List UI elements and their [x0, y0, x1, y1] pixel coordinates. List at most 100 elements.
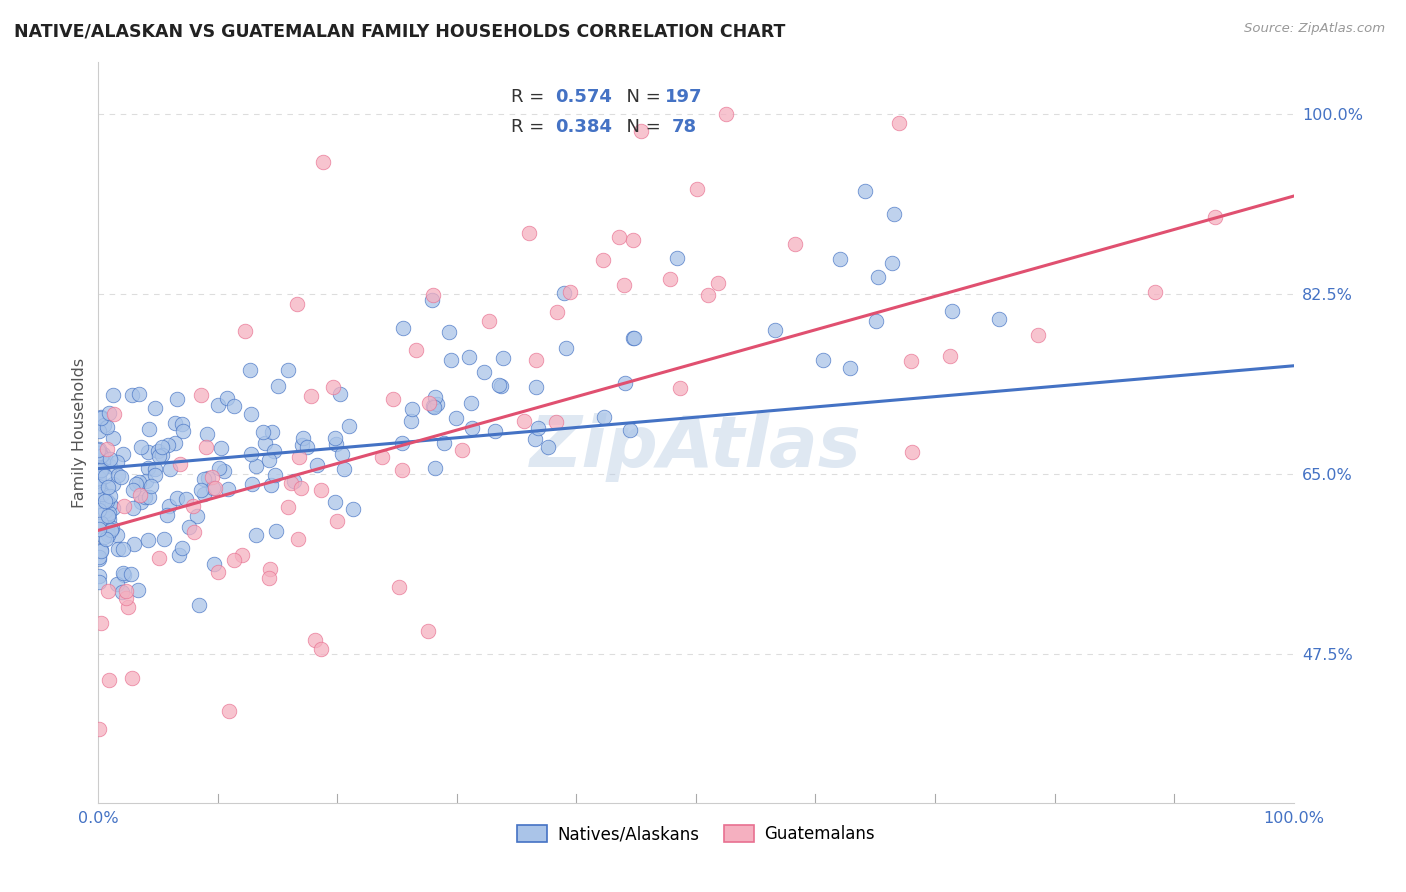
Point — [89, 722, 111, 736]
Point — [209, 442, 232, 456]
Point — [311, 483, 333, 498]
Point — [90, 409, 112, 424]
Point — [98, 451, 121, 466]
Point — [107, 527, 129, 541]
Point — [98, 511, 121, 525]
Point — [233, 324, 256, 338]
Point — [148, 449, 170, 463]
Point — [492, 351, 515, 365]
Point — [371, 450, 394, 465]
Point — [323, 495, 346, 509]
Point — [174, 492, 197, 507]
Point — [93, 451, 115, 466]
Point — [484, 424, 506, 438]
Point — [267, 378, 290, 392]
Point — [291, 431, 314, 445]
Point — [425, 461, 447, 475]
Point — [89, 464, 111, 478]
Point — [322, 380, 344, 394]
Point — [183, 525, 205, 540]
Point — [90, 463, 112, 477]
Point — [201, 470, 224, 484]
Point — [87, 522, 110, 536]
Point — [245, 458, 267, 473]
Point — [218, 704, 240, 718]
Point — [513, 413, 536, 427]
Point — [115, 591, 138, 605]
Point — [613, 376, 636, 390]
Point — [96, 442, 118, 457]
Point — [166, 392, 188, 406]
Point — [98, 497, 121, 511]
Point — [838, 361, 860, 376]
Point — [87, 475, 110, 489]
Point — [157, 499, 180, 513]
Point — [90, 516, 112, 530]
Point — [853, 184, 876, 198]
Point — [287, 532, 309, 546]
Point — [90, 543, 112, 558]
Point — [129, 440, 152, 454]
Point — [98, 406, 121, 420]
Point — [240, 408, 263, 422]
Point — [87, 452, 110, 467]
Point — [252, 425, 274, 439]
Point — [101, 431, 124, 445]
Legend: Natives/Alaskans, Guatemalans: Natives/Alaskans, Guatemalans — [510, 819, 882, 850]
Point — [240, 476, 263, 491]
Point — [433, 435, 456, 450]
Point — [592, 253, 614, 268]
Point — [1101, 0, 1123, 7]
Point — [259, 562, 281, 576]
Point — [460, 421, 482, 435]
Point — [90, 542, 112, 557]
Text: R =: R = — [510, 118, 550, 136]
Point — [291, 438, 314, 452]
Point — [401, 401, 423, 416]
Point — [103, 388, 125, 402]
Point — [87, 425, 110, 439]
Point — [312, 155, 335, 169]
Point — [128, 387, 150, 401]
Point — [900, 354, 922, 368]
Point — [87, 443, 110, 458]
Point — [93, 447, 115, 461]
Point — [544, 415, 567, 429]
Point — [546, 305, 568, 319]
Point — [257, 453, 280, 467]
Point — [437, 325, 460, 339]
Point — [666, 251, 689, 265]
Point — [101, 521, 124, 535]
Point — [87, 493, 110, 508]
Point — [94, 504, 117, 518]
Point — [621, 331, 644, 345]
Point — [111, 584, 134, 599]
Point — [138, 422, 160, 436]
Point — [111, 566, 134, 581]
Point — [107, 541, 129, 556]
Point — [87, 471, 110, 485]
Point — [323, 431, 346, 445]
Point — [96, 494, 118, 508]
Point — [188, 598, 211, 612]
Point — [121, 671, 143, 685]
Point — [277, 363, 299, 377]
Point — [280, 475, 302, 490]
Point — [422, 399, 444, 413]
Point — [207, 398, 229, 412]
Point — [202, 557, 225, 571]
Point — [166, 491, 188, 506]
Point — [707, 277, 730, 291]
Point — [288, 450, 311, 464]
Point — [87, 442, 110, 457]
Point — [127, 583, 149, 598]
Point — [122, 483, 145, 497]
Point — [304, 632, 326, 647]
Point — [112, 568, 135, 582]
Text: Source: ZipAtlas.com: Source: ZipAtlas.com — [1244, 22, 1385, 36]
Point — [115, 584, 138, 599]
Point — [101, 476, 124, 491]
Point — [135, 474, 157, 488]
Point — [97, 480, 120, 494]
Point — [405, 343, 427, 357]
